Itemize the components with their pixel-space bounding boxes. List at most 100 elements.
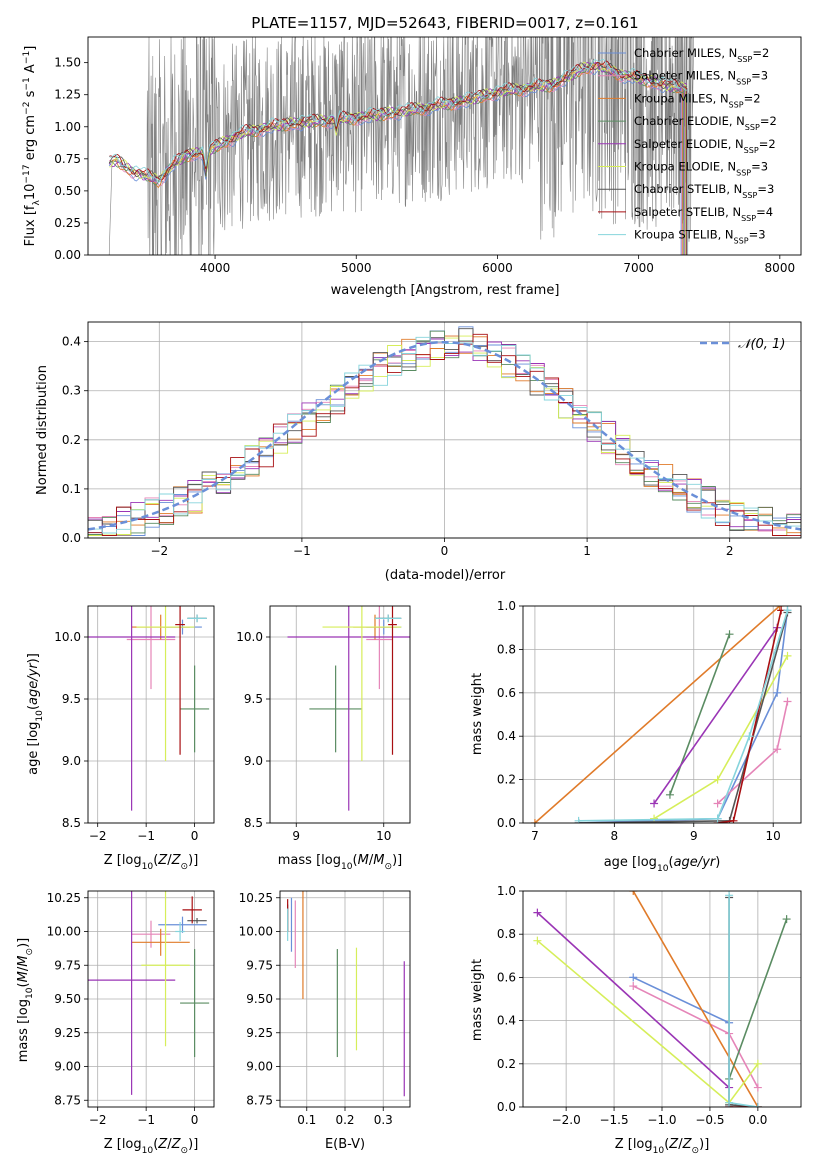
- mass_vs_ebv-panel: 0.1 0.2 0.3 8.75 9.00 9.25 9.50 9.75 10.00 10.25 E…: [239, 890, 411, 1152]
- errorbar-plot: [88, 606, 210, 811]
- chart-title: PLATE=1157, MJD=52643, FIBERID=0017, z=0…: [251, 14, 638, 32]
- y-tick-label: 9.00: [246, 1060, 273, 1074]
- x-tick-label: 9: [292, 829, 300, 843]
- y-tick-label: 8.5: [244, 816, 263, 830]
- y-tick-label: 0.3: [62, 384, 81, 398]
- y-tick-label: 9.0: [244, 754, 263, 768]
- y-tick-label: 9.50: [54, 992, 81, 1006]
- x-tick-label: −1: [137, 1113, 155, 1127]
- y-tick-label: 10.25: [239, 891, 273, 905]
- age_vs_Z-panel: −2 −1 0 8.5 9.0 9.5 10.0 Z [log10(Z/Z⊙)] age [lo…: [26, 605, 215, 872]
- legend-label: Chabrier ELODIE, NSSP=2: [634, 114, 777, 132]
- x-tick-label: 9: [690, 829, 698, 843]
- weight-line-kroupa_elodie: [653, 655, 789, 820]
- x-axis-label: Z [log10(Z/Z⊙)]: [615, 1137, 710, 1156]
- y-tick-label: 10.0: [236, 630, 263, 644]
- axes-frame: [269, 605, 411, 824]
- spectrum-panel: 4000 5000 6000 7000 8000 0.00 0.25 0.50 0.75 1.00…: [22, 14, 802, 298]
- y-tick-label: 0.8: [497, 927, 516, 941]
- x-axis-label: Z [log10(Z/Z⊙)]: [104, 853, 199, 872]
- weight-marker-kroupa_stelib: [725, 891, 734, 900]
- x-axis-label: age [log10(age/yr): [604, 855, 721, 874]
- x-axis-label: mass [log10(M/M⊙)]: [278, 853, 402, 872]
- weight_vs_Z-panel: −2.0 −1.5 −1.0 −0.5 0.0 0.0 0.2 0.4 0.6 0.8 1.0 Z […: [470, 884, 802, 1156]
- legend-label: Kroupa ELODIE, NSSP=3: [634, 160, 768, 178]
- y-tick-label: 9.75: [54, 958, 81, 972]
- mass_vs_Z-panel: −2 −1 0 8.75 9.00 9.25 9.50 9.75 10.00 10.25 Z [lo…: [16, 890, 215, 1156]
- x-tick-label: 0: [191, 1113, 199, 1127]
- weight-marker-kroupa_elodie: [753, 1059, 762, 1068]
- x-tick-label: −2.0: [552, 1113, 581, 1127]
- y-tick-label: 9.5: [244, 692, 263, 706]
- y-tick-label: 0.2: [497, 1057, 516, 1071]
- weight-plot: [530, 606, 792, 823]
- age_vs_mass-panel: 9 10 8.5 9.0 9.5 10.0 mass [log10(M/M⊙)]: [236, 605, 411, 872]
- x-tick-label: 0.0: [748, 1113, 767, 1127]
- weight-marker-kroupa_stelib: [574, 816, 583, 823]
- x-axis-label: wavelength [Angstrom, rest frame]: [331, 283, 560, 298]
- weight-marker-kroupa_stelib: [725, 1098, 734, 1107]
- errorbar-plot: [88, 891, 210, 1095]
- x-tick-label: 10: [766, 829, 781, 843]
- x-tick-label: 2: [726, 544, 734, 558]
- x-tick-label: 8: [611, 829, 619, 843]
- legend-label: Salpeter STELIB, NSSP=4: [634, 205, 773, 223]
- legend: Chabrier MILES, NSSP=2 Salpeter MILES, NS…: [598, 46, 777, 245]
- x-axis-label: (data-model)/error: [385, 568, 506, 583]
- histogram-plot: [88, 326, 801, 536]
- weight-marker-chabrier_miles: [629, 973, 638, 982]
- legend-label: Chabrier MILES, NSSP=2: [634, 46, 769, 64]
- y-axis-label: mass weight: [470, 673, 485, 755]
- weight-marker-salpeter_miles: [783, 697, 792, 706]
- x-tick-label: −1: [293, 544, 311, 558]
- x-tick-label: −2: [89, 829, 107, 843]
- weight-line-kroupa_stelib: [578, 610, 789, 822]
- model-spectrum-kroupa_stelib: [109, 58, 687, 184]
- axes-frame: [87, 605, 215, 824]
- weight-marker-salpeter_stelib: [729, 816, 738, 823]
- y-tick-label: 0.6: [497, 686, 516, 700]
- y-tick-label: 0.8: [497, 642, 516, 656]
- y-tick-label: 1.0: [497, 599, 516, 613]
- y-tick-label: 1.50: [54, 56, 81, 70]
- y-axis-label: Normed distribution: [35, 365, 50, 495]
- x-tick-label: 10: [376, 829, 391, 843]
- y-tick-label: 1.0: [497, 884, 516, 898]
- x-tick-label: 0.2: [335, 1113, 354, 1127]
- y-axis-label: Flux [fλ10−17 erg cm−2 s−1 A−1]: [22, 46, 42, 247]
- axes-frame: [87, 36, 802, 256]
- weight-marker-salpeter_elodie: [650, 799, 659, 808]
- errorbar-plot: [287, 606, 410, 811]
- y-tick-label: 9.75: [246, 958, 273, 972]
- y-tick-label: 0.0: [497, 816, 516, 830]
- y-tick-label: 0.25: [54, 216, 81, 230]
- weight-line-chabrier_elodie: [728, 918, 788, 1080]
- weight-marker-salpeter_miles: [629, 982, 638, 991]
- weight-line-salpeter_elodie: [536, 912, 730, 1089]
- weight-marker-salpeter_miles: [753, 1083, 762, 1092]
- normal-curve: [88, 340, 801, 531]
- y-tick-label: 10.00: [47, 925, 81, 939]
- y-tick-label: 0.6: [497, 970, 516, 984]
- axes-frame: [522, 605, 802, 824]
- x-tick-label: −2: [89, 1113, 107, 1127]
- x-axis-label: E(B-V): [325, 1137, 365, 1152]
- x-tick-label: −1.5: [599, 1113, 628, 1127]
- x-tick-label: 0: [441, 544, 449, 558]
- x-tick-label: 6000: [482, 261, 513, 275]
- x-axis-label: Z [log10(Z/Z⊙)]: [104, 1137, 199, 1156]
- y-tick-label: 0.0: [62, 531, 81, 545]
- y-tick-label: 8.75: [54, 1093, 81, 1107]
- weight-marker-kroupa_miles: [629, 891, 638, 895]
- weight-marker-kroupa_stelib: [745, 732, 754, 741]
- x-tick-label: −0.5: [695, 1113, 724, 1127]
- y-tick-label: 0.50: [54, 184, 81, 198]
- x-tick-label: 0.3: [374, 1113, 393, 1127]
- y-tick-label: 9.5: [62, 692, 81, 706]
- x-tick-label: 0.1: [297, 1113, 316, 1127]
- model-spectrum-salpeter_stelib: [109, 60, 688, 181]
- weight-marker-salpeter_elodie: [533, 908, 542, 917]
- x-tick-label: 5000: [341, 261, 372, 275]
- weight-line-chabrier_miles: [632, 976, 730, 1107]
- weight-marker-kroupa_miles: [530, 819, 539, 823]
